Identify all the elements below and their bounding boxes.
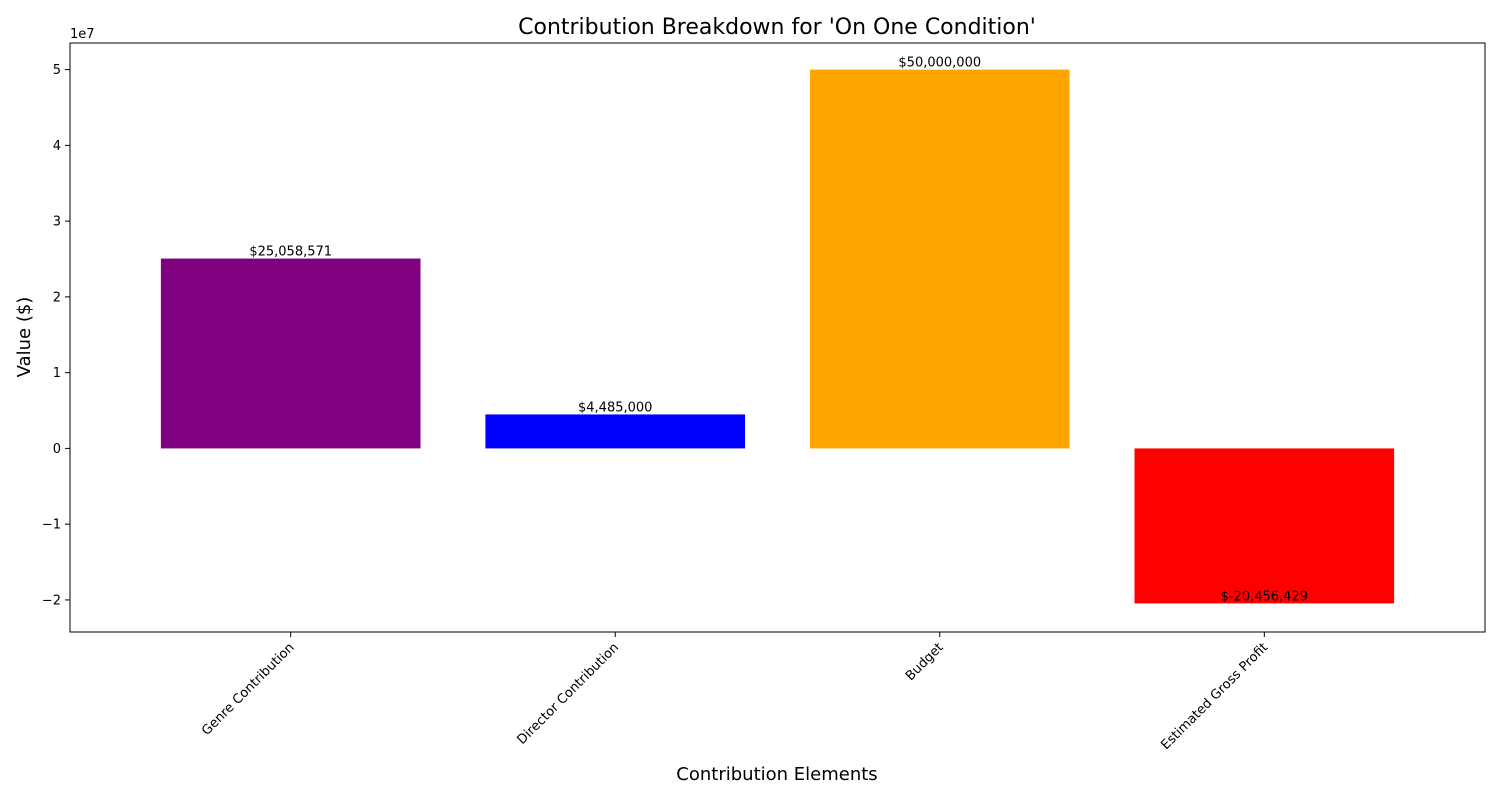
y-tick-label-3: 1 — [53, 366, 61, 381]
y-tick-label-5: 3 — [53, 215, 61, 230]
y-axis-offset-label: 1e7 — [70, 27, 95, 42]
y-tick-label-1: −1 — [42, 518, 61, 533]
bar-2 — [809, 69, 1070, 449]
plot-area-frame — [69, 42, 1486, 633]
y-tick-label-7: 5 — [53, 63, 61, 78]
x-tick-label-0: Genre Contribution — [199, 640, 297, 738]
data-labels-layer: $25,058,571 $4,485,000 $50,000,000 $-20,456… — [249, 56, 1308, 605]
y-tick-label-4: 2 — [53, 290, 61, 305]
y-axis-label: Value ($) — [14, 297, 35, 378]
chart-title: Contribution Breakdown for 'On One Condi… — [518, 15, 1036, 40]
bar-data-label-1: $4,485,000 — [578, 400, 652, 415]
bar-1 — [485, 414, 746, 449]
x-axis-label: Contribution Elements — [676, 764, 877, 785]
x-ticks-layer: Genre Contribution Director Contribution B… — [199, 632, 1271, 753]
bar-0 — [160, 258, 421, 449]
y-tick-label-0: −2 — [42, 593, 61, 608]
x-tick-label-1: Director Contribution — [515, 640, 623, 748]
y-tick-label-6: 4 — [53, 139, 61, 154]
bar-data-label-2: $50,000,000 — [898, 56, 981, 71]
bar-3 — [1134, 448, 1395, 604]
bar-data-label-0: $25,058,571 — [249, 245, 332, 260]
y-ticks-layer: −2 −1 0 1 2 3 4 5 — [42, 63, 70, 608]
x-tick-label-3: Estimated Gross Profit — [1158, 640, 1271, 753]
x-tick-label-2: Budget — [903, 640, 947, 684]
y-tick-label-2: 0 — [53, 442, 61, 457]
bar-data-label-3: $-20,456,429 — [1221, 589, 1308, 604]
bars-layer — [160, 69, 1395, 604]
